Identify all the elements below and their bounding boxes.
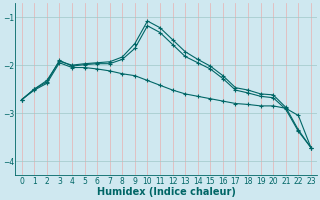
X-axis label: Humidex (Indice chaleur): Humidex (Indice chaleur) bbox=[97, 187, 236, 197]
